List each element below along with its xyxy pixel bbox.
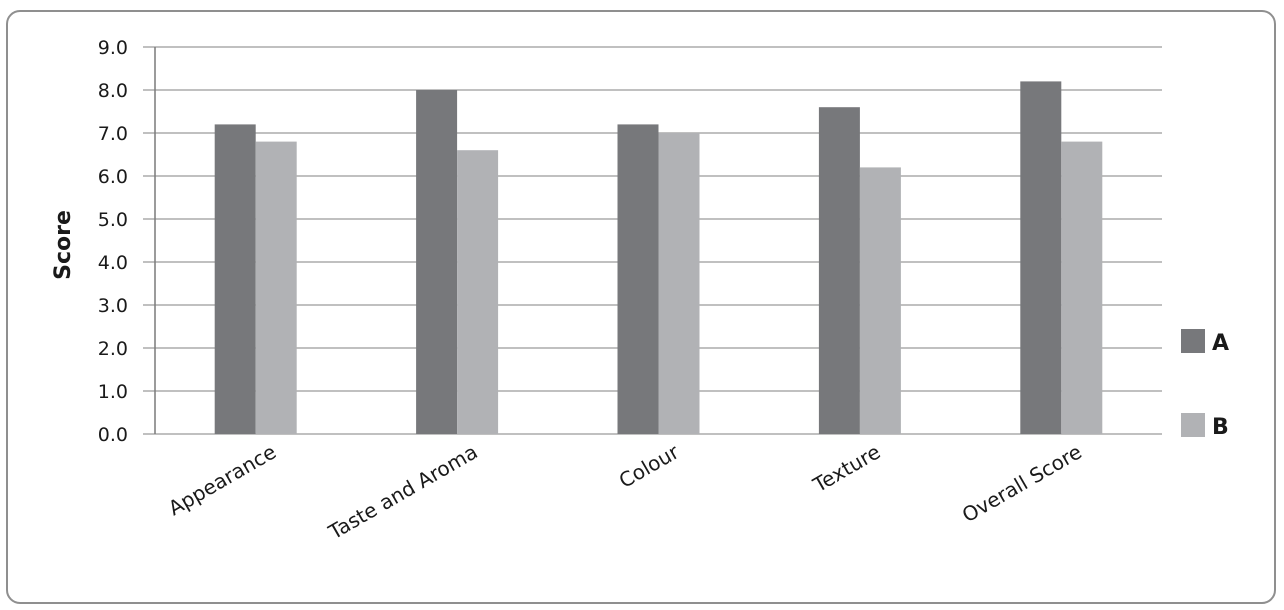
bar-b-taste-and-aroma (457, 150, 499, 434)
bar-a-taste-and-aroma (416, 90, 458, 434)
y-tick-label: 6.0 (98, 166, 128, 188)
bar-b-colour (658, 133, 700, 434)
bar-b-appearance (255, 141, 297, 434)
y-tick-label: 5.0 (98, 209, 128, 231)
x-axis-categories: Appearance Taste and Aroma Colour Texture Ov… (164, 439, 1086, 544)
gridlines (143, 46, 1162, 435)
legend-swatch-b (1181, 413, 1205, 437)
y-tick-label: 9.0 (98, 37, 128, 59)
legend-label-a: A (1212, 331, 1229, 356)
x-category-label: Appearance (164, 440, 280, 521)
y-tick-label: 3.0 (98, 295, 128, 317)
legend-swatch-a (1181, 329, 1205, 353)
y-axis-title: Score (51, 210, 76, 280)
bar-a-overall-score (1020, 81, 1062, 435)
bar-a-texture (818, 107, 860, 434)
y-tick-label: 7.0 (98, 123, 128, 145)
bars (214, 81, 1103, 435)
y-axis-ticks: 0.0 1.0 2.0 3.0 4.0 5.0 6.0 7.0 8.0 9.0 (98, 37, 128, 446)
y-tick-label: 4.0 (98, 252, 128, 274)
legend-label-b: B (1212, 415, 1229, 440)
bar-b-overall-score (1061, 141, 1103, 434)
x-category-label: Colour (615, 439, 684, 493)
y-tick-label: 1.0 (98, 381, 128, 403)
bar-a-colour (617, 124, 659, 435)
x-category-label: Texture (808, 440, 884, 498)
legend: AB (1181, 329, 1229, 440)
y-tick-label: 2.0 (98, 338, 128, 360)
x-category-label: Taste and Aroma (324, 440, 482, 545)
bar-b-texture (859, 167, 901, 434)
x-category-label: Overall Score (958, 440, 1086, 528)
y-tick-label: 0.0 (98, 424, 128, 446)
y-tick-label: 8.0 (98, 80, 128, 102)
bar-a-appearance (214, 124, 256, 435)
